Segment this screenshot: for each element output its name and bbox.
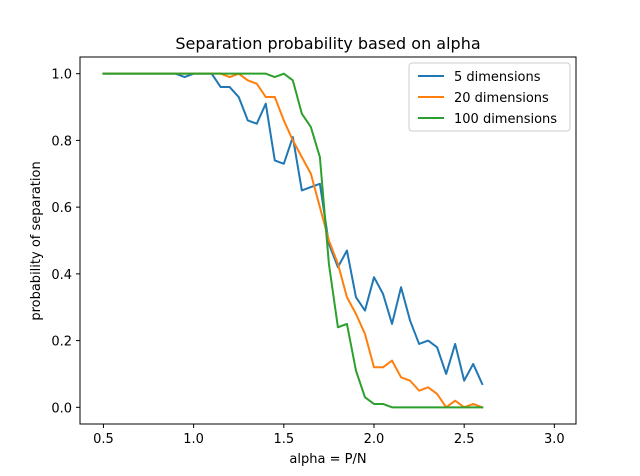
x-tick-label: 0.5	[93, 432, 114, 447]
y-axis-label: probability of separation	[29, 161, 44, 320]
x-tick-label: 2.5	[454, 432, 475, 447]
axes-frame	[79, 56, 577, 425]
y-tick-label: 0.6	[51, 201, 72, 216]
x-axis-label: alpha = P/N	[289, 452, 366, 467]
y-tick-label: 0.8	[51, 134, 72, 149]
x-tick-label: 3.0	[544, 432, 565, 447]
x-tick-label: 1.0	[183, 432, 204, 447]
chart-title: Separation probability based on alpha	[175, 34, 480, 53]
legend-label-1: 5 dimensions	[454, 70, 541, 85]
legend-label-3: 100 dimensions	[454, 112, 557, 127]
legend-label-2: 20 dimensions	[454, 91, 549, 106]
x-tick-label: 2.0	[364, 432, 385, 447]
y-tick-label: 1.0	[51, 68, 72, 83]
series-line-3	[102, 72, 484, 409]
y-tick-label: 0.0	[51, 401, 72, 416]
y-tick-label: 0.4	[51, 268, 72, 283]
x-tick-label: 1.5	[273, 432, 294, 447]
y-tick-label: 0.2	[51, 335, 72, 350]
plot-area: 0.5 1.0 1.5 2.0 2.5 3.0 0.0 0.2 0.4 0.6 0.8 1.0 5 di…	[51, 56, 577, 447]
legend-box	[408, 62, 571, 132]
